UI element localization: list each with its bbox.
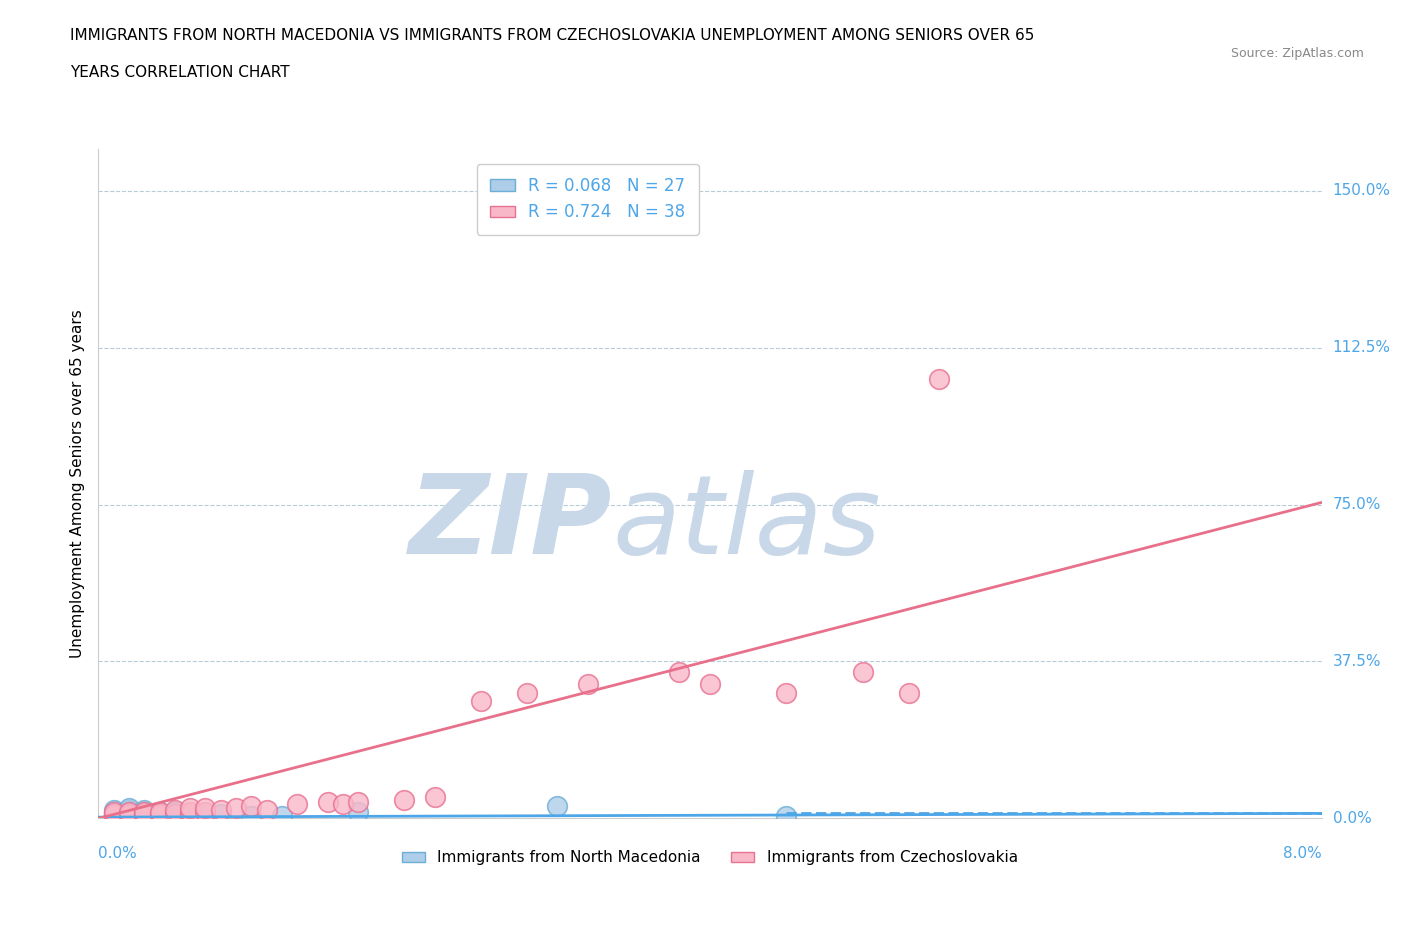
Point	[134, 809, 156, 824]
Text: 150.0%: 150.0%	[1333, 183, 1391, 198]
Text: 37.5%: 37.5%	[1333, 654, 1381, 669]
Text: 0.0%: 0.0%	[1333, 811, 1371, 826]
Point	[118, 801, 141, 816]
Point	[103, 803, 125, 817]
Text: 0.0%: 0.0%	[98, 846, 138, 861]
Point	[470, 694, 492, 709]
Point	[516, 685, 538, 700]
Point	[118, 807, 141, 822]
Point	[194, 804, 217, 819]
Point	[163, 804, 186, 819]
Point	[209, 807, 232, 822]
Text: YEARS CORRELATION CHART: YEARS CORRELATION CHART	[70, 65, 290, 80]
Point	[118, 804, 141, 819]
Point	[179, 809, 201, 824]
Text: ZIP: ZIP	[409, 471, 612, 578]
Point	[149, 809, 172, 824]
Point	[163, 809, 186, 824]
Point	[225, 801, 247, 816]
Point	[103, 804, 125, 819]
Point	[392, 792, 416, 807]
Point	[134, 803, 156, 817]
Point	[103, 809, 125, 824]
Point	[316, 794, 339, 809]
Point	[240, 798, 263, 813]
Point	[423, 790, 446, 805]
Point	[347, 794, 370, 809]
Point	[897, 685, 920, 700]
Point	[163, 807, 186, 822]
Point	[332, 796, 354, 811]
Point	[149, 807, 172, 822]
Point	[103, 809, 125, 824]
Point	[134, 804, 156, 819]
Point	[118, 803, 141, 817]
Point	[149, 804, 172, 819]
Point	[852, 665, 875, 680]
Point	[149, 807, 172, 822]
Text: atlas: atlas	[612, 471, 880, 578]
Point	[194, 801, 217, 816]
Point	[240, 809, 263, 824]
Text: 75.0%: 75.0%	[1333, 497, 1381, 512]
Point	[546, 798, 568, 813]
Point	[775, 685, 797, 700]
Point	[285, 796, 308, 811]
Point	[103, 804, 125, 819]
Point	[699, 677, 721, 692]
Point	[668, 665, 690, 680]
Text: Source: ZipAtlas.com: Source: ZipAtlas.com	[1230, 46, 1364, 60]
Point	[209, 803, 232, 817]
Point	[149, 804, 172, 819]
Point	[103, 807, 125, 822]
Y-axis label: Unemployment Among Seniors over 65 years: Unemployment Among Seniors over 65 years	[69, 309, 84, 658]
Text: IMMIGRANTS FROM NORTH MACEDONIA VS IMMIGRANTS FROM CZECHOSLOVAKIA UNEMPLOYMENT A: IMMIGRANTS FROM NORTH MACEDONIA VS IMMIG…	[70, 28, 1035, 43]
Point	[179, 807, 201, 822]
Point	[118, 804, 141, 819]
Point	[775, 809, 797, 824]
Point	[163, 807, 186, 822]
Point	[118, 809, 141, 824]
Point	[118, 809, 141, 824]
Point	[134, 807, 156, 822]
Text: 8.0%: 8.0%	[1282, 846, 1322, 861]
Point	[179, 801, 201, 816]
Point	[149, 809, 172, 824]
Point	[256, 803, 278, 817]
Text: 112.5%: 112.5%	[1333, 340, 1391, 355]
Point	[270, 809, 294, 824]
Point	[347, 804, 370, 819]
Point	[576, 677, 599, 692]
Point	[928, 372, 950, 387]
Point	[103, 807, 125, 822]
Point	[134, 804, 156, 819]
Point	[134, 809, 156, 824]
Point	[194, 807, 217, 822]
Point	[134, 807, 156, 822]
Point	[179, 804, 201, 819]
Point	[163, 803, 186, 817]
Point	[118, 807, 141, 822]
Legend: Immigrants from North Macedonia, Immigrants from Czechoslovakia: Immigrants from North Macedonia, Immigra…	[389, 838, 1031, 878]
